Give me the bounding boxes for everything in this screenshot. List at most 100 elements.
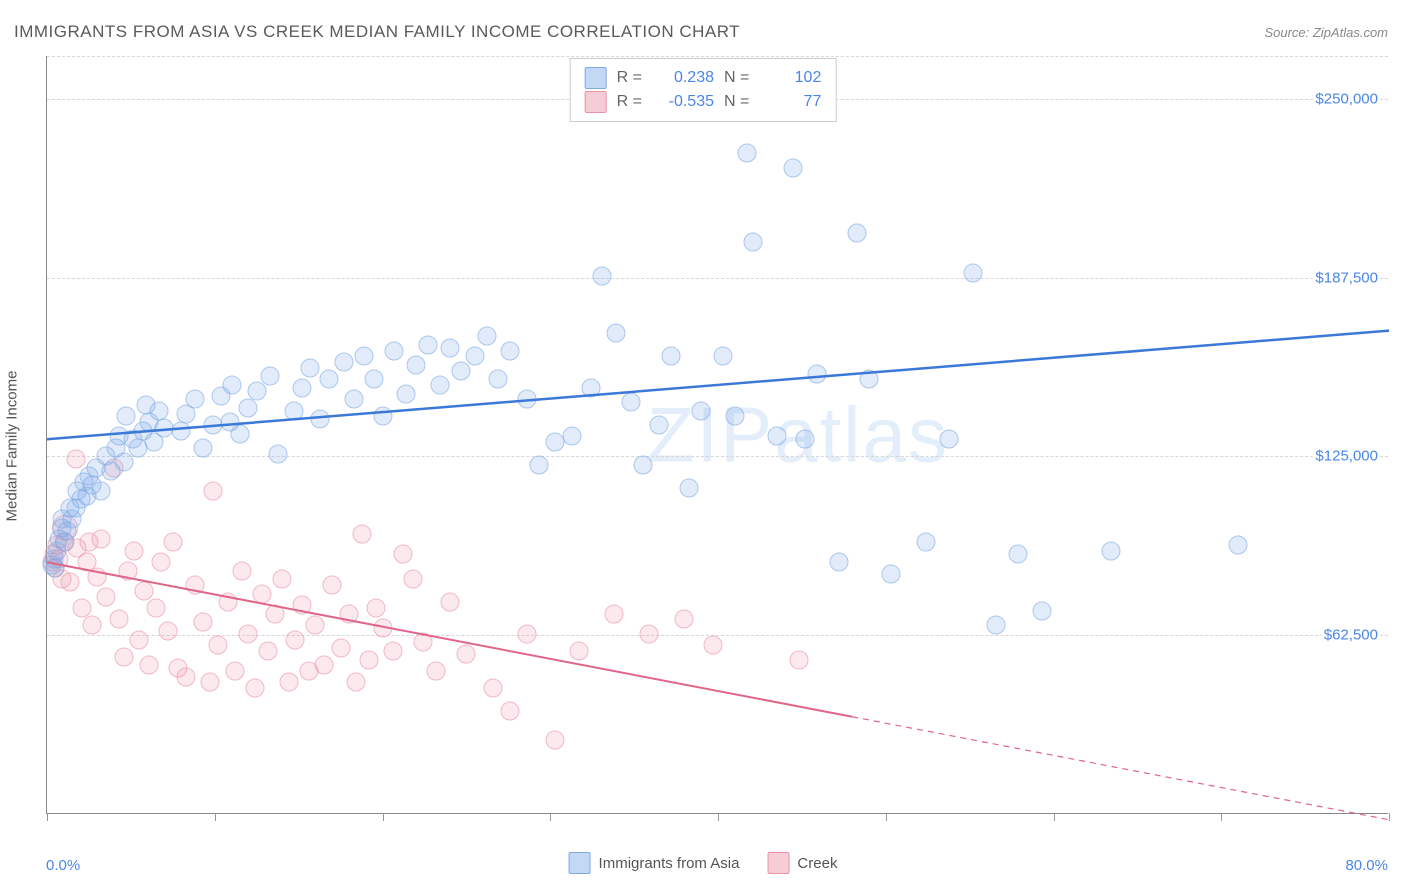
- data-point: [185, 390, 204, 409]
- data-point: [452, 361, 471, 380]
- data-point: [66, 450, 85, 469]
- data-point: [366, 599, 385, 618]
- data-point: [640, 624, 659, 643]
- data-point: [848, 224, 867, 243]
- data-point: [829, 553, 848, 572]
- data-point: [252, 584, 271, 603]
- data-point: [83, 616, 102, 635]
- y-axis-label: Median Family Income: [4, 371, 21, 522]
- data-point: [91, 530, 110, 549]
- data-point: [115, 647, 134, 666]
- data-point: [247, 381, 266, 400]
- data-point: [489, 370, 508, 389]
- data-point: [1032, 601, 1051, 620]
- x-tick: [1054, 813, 1055, 821]
- data-point: [593, 267, 612, 286]
- y-tick-label: $125,000: [1313, 448, 1380, 465]
- data-point: [284, 401, 303, 420]
- data-point: [272, 570, 291, 589]
- data-point: [344, 390, 363, 409]
- data-point: [319, 370, 338, 389]
- x-tick-max: 80.0%: [1345, 857, 1388, 874]
- data-point: [346, 673, 365, 692]
- r-value-b: -0.535: [652, 93, 714, 111]
- data-point: [427, 661, 446, 680]
- data-point: [311, 410, 330, 429]
- data-point: [259, 641, 278, 660]
- data-point: [46, 559, 65, 578]
- data-point: [246, 679, 265, 698]
- data-point: [140, 656, 159, 675]
- data-point: [204, 481, 223, 500]
- data-point: [517, 624, 536, 643]
- data-point: [292, 596, 311, 615]
- data-point: [917, 533, 936, 552]
- data-point: [292, 378, 311, 397]
- data-point: [396, 384, 415, 403]
- x-tick: [886, 813, 887, 821]
- gridline: [47, 278, 1388, 279]
- data-point: [457, 644, 476, 663]
- data-point: [393, 544, 412, 563]
- data-point: [209, 636, 228, 655]
- data-point: [163, 533, 182, 552]
- stats-legend: R = 0.238 N = 102 R = -0.535 N = 77: [570, 58, 837, 122]
- legend-item-series-b: Creek: [767, 852, 837, 874]
- data-point: [185, 576, 204, 595]
- data-point: [703, 636, 722, 655]
- y-tick-label: $62,500: [1322, 627, 1380, 644]
- chart-container: IMMIGRANTS FROM ASIA VS CREEK MEDIAN FAM…: [0, 0, 1406, 892]
- data-point: [403, 570, 422, 589]
- swatch-series-b-icon: [585, 91, 607, 113]
- data-point: [306, 616, 325, 635]
- r-label-b: R =: [617, 93, 642, 111]
- data-point: [440, 338, 459, 357]
- data-point: [383, 641, 402, 660]
- source-attribution: Source: ZipAtlas.com: [1264, 25, 1388, 40]
- swatch-series-a-icon: [569, 852, 591, 874]
- x-tick: [1389, 813, 1390, 821]
- data-point: [279, 673, 298, 692]
- data-point: [407, 355, 426, 374]
- data-point: [355, 347, 374, 366]
- data-point: [225, 661, 244, 680]
- data-point: [239, 398, 258, 417]
- data-point: [859, 370, 878, 389]
- data-point: [323, 576, 342, 595]
- data-point: [413, 633, 432, 652]
- x-tick: [718, 813, 719, 821]
- chart-title: IMMIGRANTS FROM ASIA VS CREEK MEDIAN FAM…: [14, 22, 740, 42]
- data-point: [96, 587, 115, 606]
- stats-row-series-b: R = -0.535 N = 77: [585, 91, 822, 113]
- data-point: [331, 639, 350, 658]
- data-point: [546, 730, 565, 749]
- data-point: [116, 407, 135, 426]
- legend-label-b: Creek: [797, 855, 837, 872]
- data-point: [360, 650, 379, 669]
- data-point: [301, 358, 320, 377]
- legend-label-a: Immigrants from Asia: [599, 855, 740, 872]
- data-point: [1229, 536, 1248, 555]
- x-tick-min: 0.0%: [46, 857, 80, 874]
- data-point: [61, 573, 80, 592]
- y-tick-label: $250,000: [1313, 90, 1380, 107]
- data-point: [1101, 541, 1120, 560]
- data-point: [692, 401, 711, 420]
- data-point: [1009, 544, 1028, 563]
- data-point: [517, 390, 536, 409]
- data-point: [440, 593, 459, 612]
- data-point: [987, 616, 1006, 635]
- series-legend: Immigrants from Asia Creek: [569, 852, 838, 874]
- plot-area: ZIPatlas $62,500$125,000$187,500$250,000: [46, 56, 1388, 814]
- data-point: [194, 613, 213, 632]
- r-label-a: R =: [617, 69, 642, 87]
- x-tick: [383, 813, 384, 821]
- gridline: [47, 456, 1388, 457]
- x-tick: [1221, 813, 1222, 821]
- data-point: [130, 630, 149, 649]
- data-point: [222, 375, 241, 394]
- data-point: [807, 364, 826, 383]
- data-point: [650, 415, 669, 434]
- data-point: [744, 232, 763, 251]
- data-point: [266, 604, 285, 623]
